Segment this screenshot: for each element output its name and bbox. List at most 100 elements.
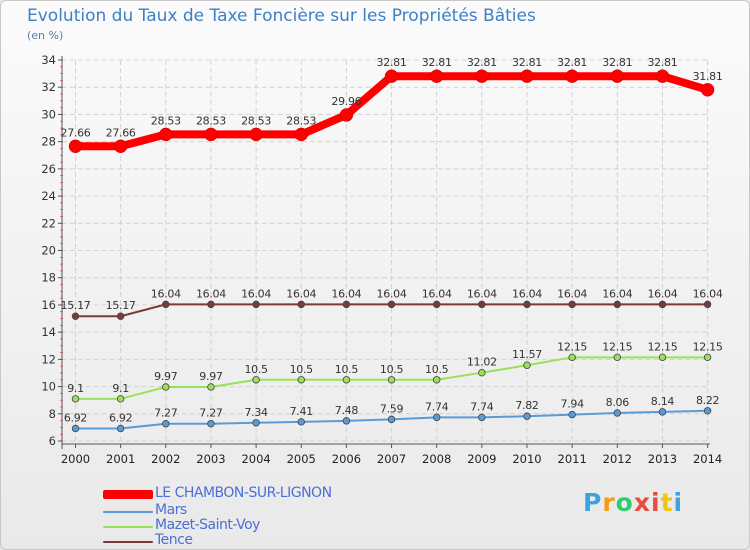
- y-tick-label: 16: [41, 298, 56, 312]
- data-label: 32.81: [377, 56, 407, 69]
- data-label: 29.96: [331, 95, 361, 108]
- data-label: 16.04: [647, 287, 677, 300]
- data-point: [162, 383, 170, 391]
- y-tick-label: 8: [49, 407, 56, 421]
- data-label: 11.57: [512, 348, 542, 361]
- logo-letter: r: [602, 488, 616, 517]
- data-label: 12.15: [557, 340, 587, 353]
- x-tick-label: 2013: [648, 452, 677, 466]
- data-point: [475, 69, 489, 83]
- data-label: 7.82: [515, 399, 538, 412]
- data-label: 7.27: [154, 407, 178, 420]
- data-label: 6.92: [109, 411, 132, 424]
- data-point: [429, 69, 444, 83]
- y-tick-label: 26: [41, 162, 56, 176]
- data-point: [613, 300, 621, 309]
- data-label: 7.94: [561, 398, 585, 411]
- data-label: 32.81: [467, 56, 497, 69]
- data-label: 15.17: [106, 299, 136, 312]
- data-point: [342, 376, 351, 384]
- legend-swatch: [103, 541, 153, 543]
- data-label: 12.15: [693, 340, 723, 353]
- data-label: 16.04: [467, 287, 497, 300]
- data-label: 32.81: [557, 56, 587, 69]
- data-point: [658, 300, 667, 309]
- data-point: [113, 139, 128, 154]
- data-point: [523, 300, 531, 309]
- data-point: [116, 312, 125, 320]
- logo-letter: i: [651, 488, 661, 517]
- data-label: 12.15: [647, 340, 677, 353]
- data-point: [297, 418, 305, 426]
- x-tick-label: 2008: [422, 452, 451, 466]
- data-label: 8.06: [606, 396, 630, 409]
- y-tick-label: 10: [41, 380, 56, 394]
- data-point: [478, 413, 486, 422]
- data-label: 28.53: [241, 114, 271, 127]
- data-point: [71, 424, 80, 433]
- data-label: 11.02: [467, 356, 497, 369]
- y-tick-label: 20: [41, 244, 56, 258]
- data-label: 7.41: [290, 405, 313, 418]
- data-label: 10.5: [244, 363, 268, 376]
- x-tick-label: 2003: [196, 452, 225, 466]
- data-label: 10.5: [290, 363, 314, 376]
- data-point: [339, 108, 354, 122]
- data-point: [294, 127, 308, 142]
- legend-label: Tence: [155, 532, 193, 548]
- data-label: 9.1: [67, 382, 84, 395]
- data-point: [613, 409, 621, 417]
- data-label: 16.04: [151, 287, 181, 300]
- data-label: 16.04: [286, 287, 316, 300]
- data-label: 16.04: [557, 287, 587, 300]
- data-point: [610, 69, 625, 83]
- data-point: [116, 395, 125, 403]
- data-point: [249, 127, 263, 142]
- data-label: 15.17: [61, 299, 91, 312]
- data-point: [568, 410, 576, 419]
- data-point: [116, 424, 125, 433]
- data-label: 28.53: [286, 114, 316, 127]
- legend-label: LE CHAMBON-SUR-LIGNON: [155, 485, 332, 501]
- data-label: 7.59: [380, 402, 404, 415]
- x-tick-label: 2009: [467, 452, 496, 466]
- data-point: [523, 412, 531, 420]
- y-tick-label: 6: [49, 434, 56, 448]
- data-label: 31.81: [693, 70, 723, 83]
- x-tick-label: 2000: [61, 452, 90, 466]
- data-label: 16.04: [241, 287, 271, 300]
- x-tick-label: 2010: [512, 452, 541, 466]
- data-label: 10.5: [380, 363, 404, 376]
- logo-letter: P: [583, 488, 603, 517]
- logo-letter: i: [673, 488, 684, 517]
- data-point: [384, 69, 399, 83]
- data-point: [252, 419, 260, 427]
- data-label: 32.81: [512, 56, 542, 69]
- data-label: 27.66: [61, 126, 91, 139]
- data-label: 16.04: [331, 287, 361, 300]
- data-label: 28.53: [196, 114, 226, 127]
- data-point: [71, 395, 80, 403]
- legend-label: Mazet-Saint-Voy: [155, 517, 260, 533]
- data-label: 9.97: [154, 370, 178, 383]
- data-label: 32.81: [422, 56, 452, 69]
- data-point: [297, 300, 305, 309]
- data-point: [523, 361, 531, 369]
- data-point: [655, 69, 670, 83]
- data-point: [478, 368, 486, 377]
- data-point: [658, 408, 667, 416]
- y-tick-label: 14: [41, 325, 56, 339]
- data-point: [207, 420, 215, 428]
- y-tick-label: 30: [41, 107, 56, 121]
- data-point: [204, 127, 218, 142]
- y-tick-label: 22: [41, 216, 56, 230]
- data-point: [387, 300, 396, 309]
- data-point: [478, 300, 486, 309]
- data-point: [700, 83, 715, 97]
- data-point: [71, 312, 80, 320]
- x-tick-label: 2011: [558, 452, 587, 466]
- data-point: [252, 376, 260, 384]
- logo-letter: x: [633, 488, 651, 517]
- y-tick-label: 24: [41, 189, 56, 203]
- y-axis-unit: (en %): [27, 29, 64, 42]
